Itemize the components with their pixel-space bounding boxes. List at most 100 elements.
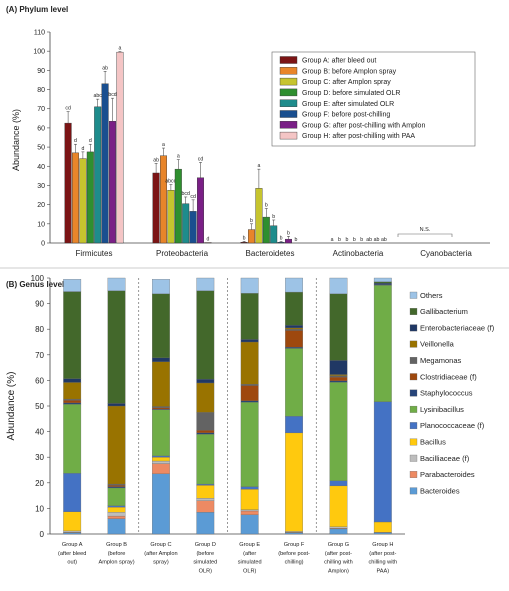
bar bbox=[255, 188, 263, 244]
significance-letter: b bbox=[345, 237, 348, 243]
stacked-segment bbox=[240, 339, 259, 343]
bar bbox=[159, 155, 167, 244]
legend-label: Bacteroides bbox=[420, 486, 460, 495]
legend-swatch bbox=[279, 121, 298, 129]
y-tick-label: 30 bbox=[35, 453, 44, 462]
legend-label: Parabacteroides bbox=[420, 470, 475, 479]
legend-swatch bbox=[409, 373, 418, 381]
significance-letter: d bbox=[89, 138, 92, 144]
stacked-segment bbox=[329, 528, 348, 535]
group-label: simulated bbox=[193, 560, 217, 566]
panel-a-legend-items: Group A: after bleed out Group B: before … bbox=[279, 56, 425, 140]
group-label: spray) bbox=[153, 560, 169, 566]
x-tick-label: Proteobacteria bbox=[156, 249, 209, 258]
significance-letter: ab bbox=[153, 157, 159, 163]
stacked-segment bbox=[329, 277, 348, 295]
stacked-segment bbox=[63, 473, 82, 512]
stacked-segment bbox=[196, 382, 215, 413]
stacked-segment bbox=[240, 277, 259, 294]
stacked-segment bbox=[285, 348, 303, 417]
stacked-segment bbox=[152, 357, 170, 362]
stacked-segment bbox=[63, 382, 82, 400]
stacked-segment bbox=[285, 432, 303, 532]
group-label: (before bbox=[108, 551, 126, 557]
stacked-segment bbox=[329, 374, 348, 376]
y-tick-label: 60 bbox=[35, 376, 44, 385]
bar bbox=[189, 211, 197, 244]
significance-letter: b bbox=[250, 218, 253, 224]
legend-label: Others bbox=[420, 291, 443, 300]
significance-letter: a bbox=[331, 237, 334, 243]
group-label: PAA) bbox=[376, 568, 389, 574]
significance-letter: ab bbox=[374, 237, 380, 243]
group-label: chilling with bbox=[369, 560, 398, 566]
group-label: Group F bbox=[284, 542, 305, 548]
group-label: Group A bbox=[62, 542, 83, 548]
group-label: Group D bbox=[195, 542, 216, 548]
stacked-segment bbox=[240, 385, 259, 402]
stacked-segment bbox=[63, 291, 82, 379]
significance-letter: a bbox=[177, 154, 180, 160]
panel-a: (A) Phylum level Abundance (%) 0 10 20 30 40… bbox=[6, 5, 490, 258]
stacked-segment bbox=[152, 455, 170, 458]
group-label: chilling) bbox=[285, 560, 304, 566]
x-tick-label: Bacteroidetes bbox=[246, 249, 295, 258]
panel-a-x-tick-labels: Firmicutes Proteobacteria Bacteroidetes Act… bbox=[76, 249, 473, 258]
group-label: (after post- bbox=[325, 551, 352, 557]
ns-label: N.S. bbox=[420, 227, 431, 233]
panel-b-legend: Others Gallibacterium Enterobacteriaceae (… bbox=[409, 291, 495, 495]
legend-label: Group D: before simulated OLR bbox=[302, 90, 400, 97]
significance-letter: d bbox=[74, 138, 77, 144]
significance-letter: d bbox=[81, 146, 84, 152]
stacked-segment bbox=[285, 532, 303, 535]
stacked-segment bbox=[329, 382, 348, 481]
bar bbox=[101, 83, 109, 244]
group-label: Group E bbox=[239, 542, 260, 548]
stacked-segment bbox=[329, 293, 348, 361]
panel-a-ylabel: Abundance (%) bbox=[11, 109, 21, 171]
panel-b: (B) Genus level Abundance (%) 0 10 20 30 40 5… bbox=[6, 274, 495, 574]
legend-label: Group A: after bleed out bbox=[302, 58, 376, 65]
significance-letter: b bbox=[353, 237, 356, 243]
stacked-segment bbox=[373, 282, 392, 285]
y-tick-label: 60 bbox=[37, 125, 45, 132]
panel-b-stacked-bars bbox=[63, 277, 392, 535]
stacked-segment bbox=[373, 532, 392, 535]
y-tick-label: 30 bbox=[37, 183, 45, 190]
y-tick-label: 50 bbox=[37, 145, 45, 152]
group-label: Amplon) bbox=[328, 568, 349, 574]
bar bbox=[270, 225, 278, 244]
significance-letter: a bbox=[118, 46, 121, 52]
y-tick-label: 110 bbox=[34, 30, 45, 37]
panel-a-legend: Group A: after bleed out Group B: before … bbox=[271, 51, 476, 147]
stacked-segment bbox=[240, 510, 259, 515]
y-tick-label: 100 bbox=[33, 49, 45, 56]
y-tick-label: 20 bbox=[35, 479, 44, 488]
bar bbox=[277, 242, 285, 244]
panel-b-ylabel: Abundance (%) bbox=[6, 372, 17, 441]
stacked-segment bbox=[285, 346, 303, 349]
bar bbox=[240, 242, 248, 244]
legend-label: Gallibacterium bbox=[420, 307, 468, 316]
x-tick-label: Firmicutes bbox=[76, 249, 113, 258]
stacked-segment bbox=[107, 405, 126, 485]
stacked-segment bbox=[373, 521, 392, 533]
legend-label: Group H: after post-chilling with PAA bbox=[302, 133, 415, 140]
ns-bracket: N.S. bbox=[397, 227, 453, 237]
stacked-segment bbox=[152, 407, 170, 410]
legend-swatch bbox=[409, 389, 418, 397]
group-label: (after post- bbox=[369, 551, 396, 557]
stacked-segment bbox=[152, 293, 170, 359]
stacked-segment bbox=[285, 277, 303, 293]
bar bbox=[247, 229, 255, 244]
stacked-segment bbox=[329, 526, 348, 529]
group-label: simulated bbox=[238, 560, 262, 566]
stacked-segment bbox=[240, 341, 259, 385]
panel-b-group-dividers bbox=[138, 278, 317, 534]
x-tick-label: Cyanobacteria bbox=[420, 249, 472, 258]
stacked-segment bbox=[240, 509, 259, 512]
group-label: (before bbox=[196, 551, 214, 557]
panel-b-group-labels: Group A (after bleed out) Group B (before Amp… bbox=[58, 542, 397, 574]
